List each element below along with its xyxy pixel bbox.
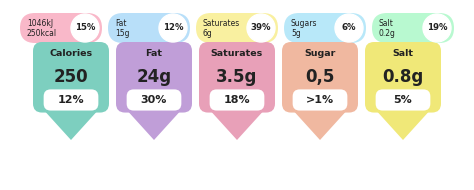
Circle shape [159, 14, 187, 42]
Text: >1%: >1% [306, 95, 334, 105]
FancyBboxPatch shape [282, 42, 358, 112]
Text: 0.2g: 0.2g [379, 28, 396, 37]
Text: 39%: 39% [251, 24, 271, 32]
Text: 1046kJ: 1046kJ [27, 20, 53, 28]
FancyBboxPatch shape [116, 42, 192, 112]
Text: 6%: 6% [342, 24, 356, 32]
Text: 15g: 15g [115, 28, 129, 37]
Text: 24g: 24g [137, 68, 172, 86]
Text: Sugar: Sugar [304, 48, 336, 58]
Text: Salt: Salt [379, 20, 394, 28]
FancyBboxPatch shape [292, 89, 347, 111]
FancyBboxPatch shape [372, 13, 454, 43]
FancyBboxPatch shape [196, 13, 278, 43]
FancyBboxPatch shape [199, 42, 275, 112]
Polygon shape [37, 103, 105, 140]
Text: 5%: 5% [393, 95, 412, 105]
Circle shape [247, 14, 275, 42]
Circle shape [71, 14, 99, 42]
Polygon shape [369, 103, 437, 140]
Text: Calories: Calories [49, 48, 92, 58]
Text: Saturates: Saturates [211, 48, 263, 58]
FancyBboxPatch shape [284, 13, 366, 43]
Polygon shape [120, 103, 188, 140]
FancyBboxPatch shape [210, 89, 264, 111]
Text: 15%: 15% [75, 24, 95, 32]
Text: Sugars: Sugars [291, 20, 318, 28]
FancyBboxPatch shape [127, 89, 182, 111]
Text: 19%: 19% [427, 24, 447, 32]
Text: 30%: 30% [141, 95, 167, 105]
Text: 18%: 18% [224, 95, 250, 105]
Circle shape [423, 14, 451, 42]
Text: 12%: 12% [163, 24, 183, 32]
Text: 0.8g: 0.8g [383, 68, 424, 86]
Text: Saturates: Saturates [203, 20, 240, 28]
FancyBboxPatch shape [375, 89, 430, 111]
FancyBboxPatch shape [365, 42, 441, 112]
Text: 0,5: 0,5 [305, 68, 335, 86]
Text: Fat: Fat [146, 48, 163, 58]
FancyBboxPatch shape [20, 13, 102, 43]
FancyBboxPatch shape [33, 42, 109, 112]
Text: Salt: Salt [392, 48, 413, 58]
Text: 6g: 6g [203, 28, 213, 37]
FancyBboxPatch shape [44, 89, 99, 111]
FancyBboxPatch shape [108, 13, 190, 43]
Text: 3.5g: 3.5g [216, 68, 258, 86]
Text: Fat: Fat [115, 20, 127, 28]
Text: 250: 250 [54, 68, 88, 86]
Polygon shape [286, 103, 354, 140]
Polygon shape [203, 103, 271, 140]
Text: 12%: 12% [58, 95, 84, 105]
Text: 5g: 5g [291, 28, 301, 37]
Circle shape [335, 14, 363, 42]
Text: 250kcal: 250kcal [27, 28, 57, 37]
